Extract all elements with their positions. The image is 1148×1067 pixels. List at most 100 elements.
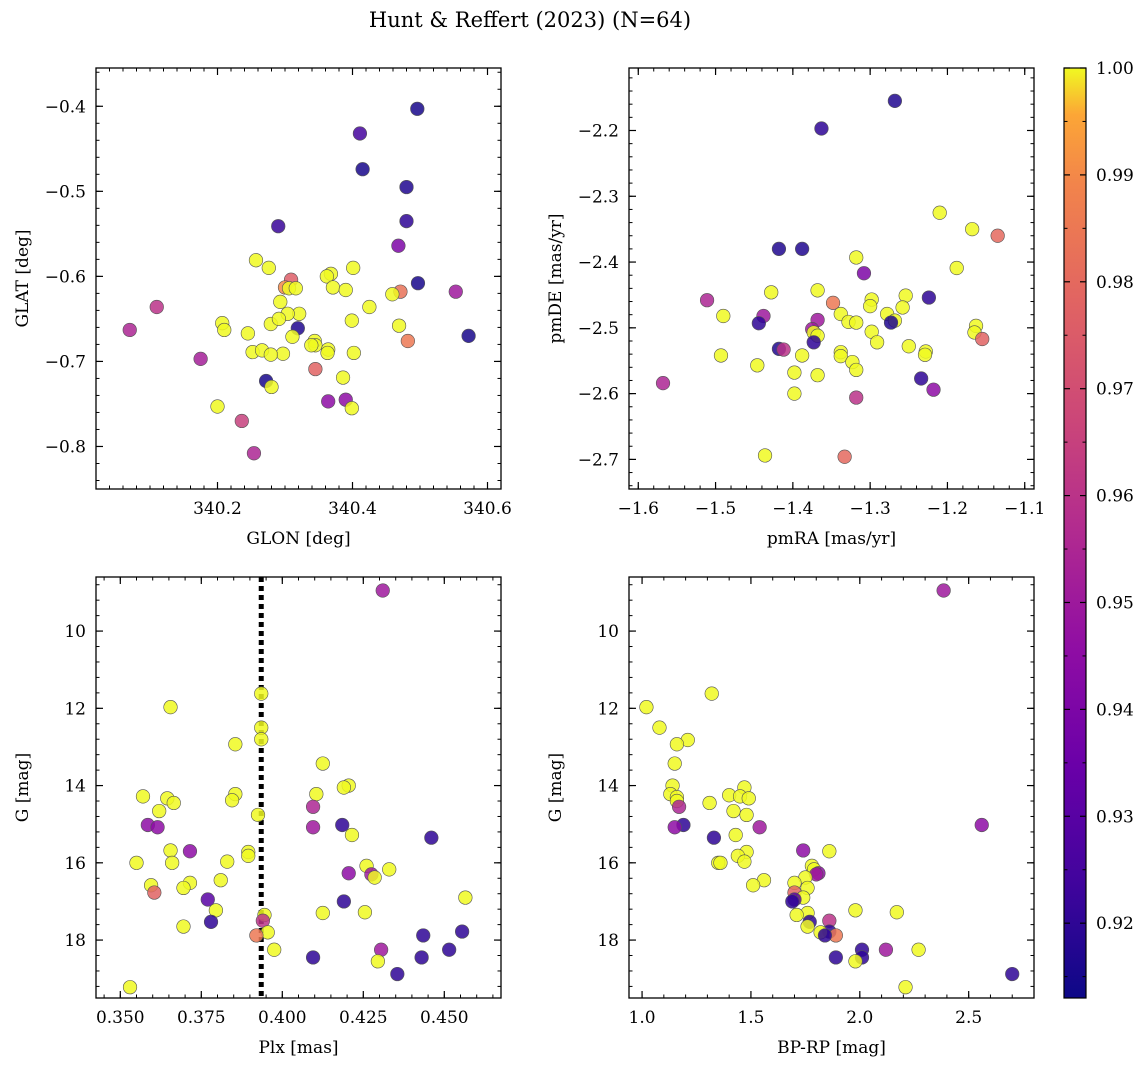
data-point <box>898 980 913 995</box>
data-point <box>704 686 719 701</box>
data-point <box>264 379 279 395</box>
data-point <box>863 299 878 314</box>
data-point <box>949 260 964 276</box>
data-point <box>739 807 754 823</box>
data-point <box>129 855 144 870</box>
data-point <box>848 954 863 969</box>
data-point <box>833 349 848 364</box>
data-point <box>787 386 802 401</box>
data-point <box>1005 966 1020 982</box>
data-point <box>220 854 235 869</box>
data-point <box>914 371 929 386</box>
x-tick-label: 1.5 <box>737 1008 764 1028</box>
data-point <box>122 322 137 338</box>
data-point <box>285 329 300 344</box>
data-point <box>699 293 715 308</box>
x-tick-label: 0.350 <box>96 1008 145 1028</box>
data-point <box>250 807 266 823</box>
data-point <box>795 348 810 363</box>
x-axis-label: BP-RP [mag] <box>777 1038 886 1058</box>
data-point <box>652 720 667 735</box>
x-tick-label: −1.3 <box>850 499 891 519</box>
data-point <box>304 338 319 353</box>
data-point <box>335 370 351 385</box>
data-point <box>341 866 356 881</box>
data-point <box>848 903 863 918</box>
data-point <box>315 756 330 771</box>
data-point <box>669 737 685 752</box>
data-point <box>416 928 431 943</box>
data-point <box>267 942 282 957</box>
data-point <box>338 282 353 298</box>
colorbar-tick-label: 0.92 <box>1096 914 1134 934</box>
data-point <box>726 803 741 819</box>
y-tick-label: 18 <box>64 931 86 951</box>
data-point <box>810 368 825 383</box>
data-point <box>288 281 303 296</box>
data-point <box>246 446 262 461</box>
data-point <box>889 905 904 920</box>
data-point <box>455 924 470 939</box>
data-point <box>352 126 368 141</box>
data-point <box>166 795 181 811</box>
x-tick-label: 340.4 <box>328 499 377 519</box>
data-point <box>357 905 373 920</box>
figure-title: Hunt & Reffert (2023) (N=64) <box>369 8 691 32</box>
data-point <box>901 339 916 354</box>
x-tick-label: 0.425 <box>339 1008 388 1028</box>
data-point <box>346 345 361 361</box>
y-tick-label: −0.8 <box>45 437 86 457</box>
y-tick-label: 16 <box>64 854 86 874</box>
data-point <box>936 583 951 598</box>
data-point <box>193 351 208 366</box>
y-axis-label: G [mag] <box>546 753 566 822</box>
data-point <box>849 250 864 265</box>
data-point <box>461 328 476 344</box>
y-tick-label: 16 <box>597 854 619 874</box>
data-point <box>263 347 278 362</box>
colorbar-tick-label: 1.00 <box>1096 59 1134 79</box>
x-axis-label: Plx [mas] <box>258 1038 338 1058</box>
data-point <box>757 448 773 463</box>
data-point <box>344 401 359 416</box>
data-point <box>271 311 287 326</box>
data-point <box>870 335 885 350</box>
data-point <box>702 795 717 811</box>
x-axis-label: pmRA [mas/yr] <box>767 529 896 549</box>
data-point <box>856 266 872 281</box>
x-tick-label: 340.6 <box>463 499 512 519</box>
data-point <box>974 817 989 833</box>
data-point <box>752 820 767 835</box>
data-point <box>764 285 779 300</box>
x-tick-label: −1.1 <box>1004 499 1045 519</box>
panel-bprp-g: 1.0 1.5 2.0 2.5 10 12 14 16 18 BP-RP [mag] G [mag] <box>546 576 1035 1058</box>
y-tick-label: −0.7 <box>45 352 86 372</box>
data-point <box>671 799 687 814</box>
data-point <box>800 919 815 934</box>
data-point <box>849 362 864 378</box>
data-point <box>176 919 191 934</box>
y-tick-label: −2.2 <box>578 121 619 141</box>
y-tick-label: 14 <box>64 777 86 797</box>
colorbar-gradient <box>1063 67 1087 999</box>
data-point <box>751 316 766 331</box>
data-point <box>400 333 415 349</box>
colorbar-tick-label: 0.94 <box>1096 700 1134 720</box>
data-point <box>776 342 791 357</box>
data-point <box>837 449 852 464</box>
data-point <box>122 980 138 995</box>
data-point <box>917 347 933 362</box>
axes-frame <box>95 576 502 999</box>
data-point <box>741 791 756 806</box>
data-point <box>176 880 191 896</box>
x-tick-label: 2.5 <box>955 1008 982 1028</box>
y-tick-label: −2.7 <box>578 450 619 470</box>
data-point <box>410 276 426 291</box>
data-point <box>234 413 249 429</box>
data-point <box>849 315 864 330</box>
colorbar-tick-label: 0.96 <box>1096 487 1134 507</box>
y-tick-label: 14 <box>597 777 619 797</box>
data-point <box>750 358 765 373</box>
axes-frame <box>628 576 1035 999</box>
data-point <box>375 583 390 598</box>
